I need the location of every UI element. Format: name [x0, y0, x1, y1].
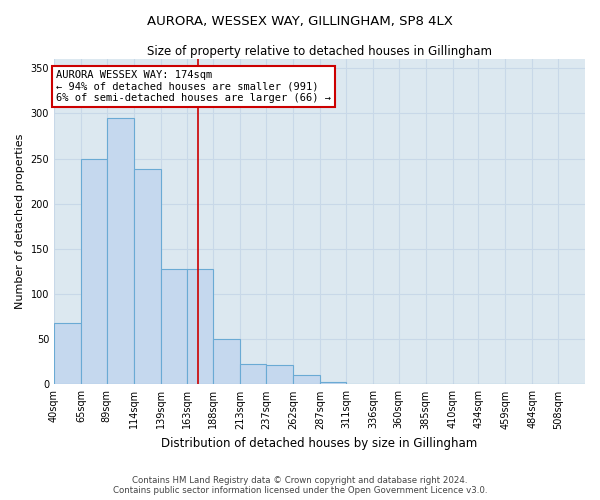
Text: AURORA, WESSEX WAY, GILLINGHAM, SP8 4LX: AURORA, WESSEX WAY, GILLINGHAM, SP8 4LX — [147, 15, 453, 28]
Bar — [187, 269, 214, 384]
Bar — [81, 158, 107, 384]
Text: Contains HM Land Registry data © Crown copyright and database right 2024.
Contai: Contains HM Land Registry data © Crown c… — [113, 476, 487, 495]
Bar — [214, 340, 241, 384]
Y-axis label: Number of detached properties: Number of detached properties — [15, 134, 25, 310]
Bar — [320, 382, 346, 384]
Title: Size of property relative to detached houses in Gillingham: Size of property relative to detached ho… — [147, 45, 492, 58]
X-axis label: Distribution of detached houses by size in Gillingham: Distribution of detached houses by size … — [161, 437, 478, 450]
Bar — [107, 118, 134, 384]
Bar — [134, 170, 161, 384]
Bar — [293, 376, 320, 384]
Text: AURORA WESSEX WAY: 174sqm
← 94% of detached houses are smaller (991)
6% of semi-: AURORA WESSEX WAY: 174sqm ← 94% of detac… — [56, 70, 331, 103]
Bar — [161, 269, 187, 384]
Bar — [241, 364, 266, 384]
Bar — [266, 364, 293, 384]
Bar — [54, 323, 81, 384]
